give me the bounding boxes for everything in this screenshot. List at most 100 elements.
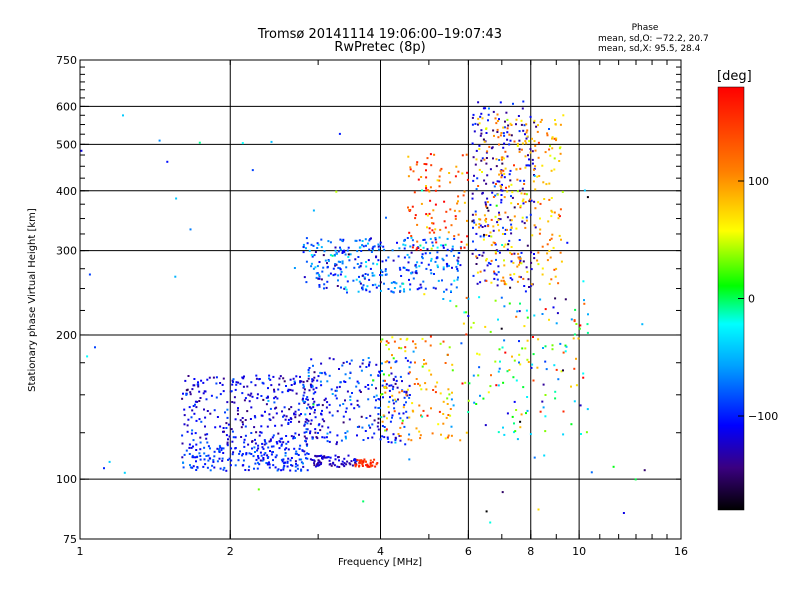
data-point [247, 443, 250, 446]
data-point [384, 387, 387, 389]
data-point [274, 456, 277, 459]
data-point [396, 386, 399, 389]
data-point [209, 447, 211, 450]
data-point [419, 437, 422, 440]
data-point [485, 128, 488, 130]
data-point [460, 342, 463, 345]
data-point [500, 327, 503, 330]
data-point [181, 442, 184, 445]
data-point [387, 256, 390, 259]
data-point [463, 311, 466, 314]
data-point [504, 150, 507, 153]
data-point [534, 144, 537, 147]
data-point [497, 370, 500, 373]
data-point [526, 244, 529, 247]
data-point [314, 431, 317, 434]
data-point [439, 169, 442, 172]
data-point [209, 469, 212, 472]
data-point [361, 240, 364, 242]
data-point [326, 266, 329, 269]
data-point [490, 374, 492, 377]
data-point [419, 249, 422, 251]
data-point [361, 362, 364, 365]
data-point [468, 382, 471, 385]
data-point [516, 178, 519, 181]
data-point [182, 466, 185, 469]
data-point [406, 253, 409, 256]
data-point [346, 430, 349, 433]
data-point [417, 178, 420, 181]
data-point [339, 273, 342, 276]
data-point [278, 383, 281, 386]
data-point [230, 447, 233, 450]
data-point [236, 409, 239, 412]
data-point [320, 462, 322, 465]
data-point [549, 239, 551, 241]
data-point [365, 261, 367, 263]
data-point [421, 415, 424, 418]
data-point [316, 463, 319, 466]
data-point [206, 378, 209, 381]
data-point [432, 286, 435, 289]
data-point [489, 521, 492, 524]
data-point [385, 383, 388, 386]
data-point [289, 459, 292, 462]
data-point [371, 423, 374, 426]
data-point [548, 249, 551, 252]
data-point [583, 302, 586, 305]
data-point [383, 426, 386, 428]
data-point [230, 390, 233, 393]
data-point [307, 453, 310, 455]
data-point [256, 449, 259, 452]
data-point [434, 391, 437, 394]
data-point [382, 414, 385, 417]
data-point [453, 279, 456, 282]
data-point [519, 261, 521, 264]
data-point [328, 374, 331, 377]
data-point [433, 231, 436, 234]
data-point [582, 376, 585, 379]
data-point [558, 147, 561, 150]
data-point [227, 458, 229, 461]
data-point [269, 438, 272, 441]
data-point [545, 368, 548, 371]
data-point [583, 299, 585, 302]
data-point [342, 361, 345, 364]
data-point [496, 113, 499, 116]
data-point [539, 202, 542, 205]
data-point [562, 351, 565, 354]
y-tick-label: 400 [56, 185, 77, 198]
data-point [454, 175, 457, 178]
data-point [305, 457, 307, 460]
data-point [222, 377, 225, 380]
data-point [494, 215, 497, 218]
data-point [457, 170, 460, 173]
data-point [268, 463, 271, 466]
data-point [274, 466, 277, 469]
data-point [369, 267, 372, 270]
data-point [232, 381, 234, 383]
data-point [429, 335, 432, 338]
data-point [233, 396, 236, 399]
data-point [358, 239, 361, 242]
data-point [344, 432, 347, 434]
data-point [272, 459, 274, 462]
data-point [394, 361, 397, 364]
data-point [449, 414, 452, 417]
data-point [478, 218, 480, 221]
data-point [544, 394, 547, 396]
data-point [231, 379, 234, 382]
data-point [550, 278, 553, 281]
x-tick-label: 10 [572, 545, 586, 558]
data-point [226, 408, 229, 411]
data-point [486, 150, 489, 153]
data-point [244, 434, 247, 437]
data-point [359, 265, 362, 268]
data-point [429, 237, 432, 240]
data-point [510, 134, 513, 137]
data-point [537, 141, 540, 144]
data-point [358, 459, 361, 462]
data-point [408, 209, 411, 211]
data-point [241, 421, 244, 424]
data-point [498, 348, 501, 351]
